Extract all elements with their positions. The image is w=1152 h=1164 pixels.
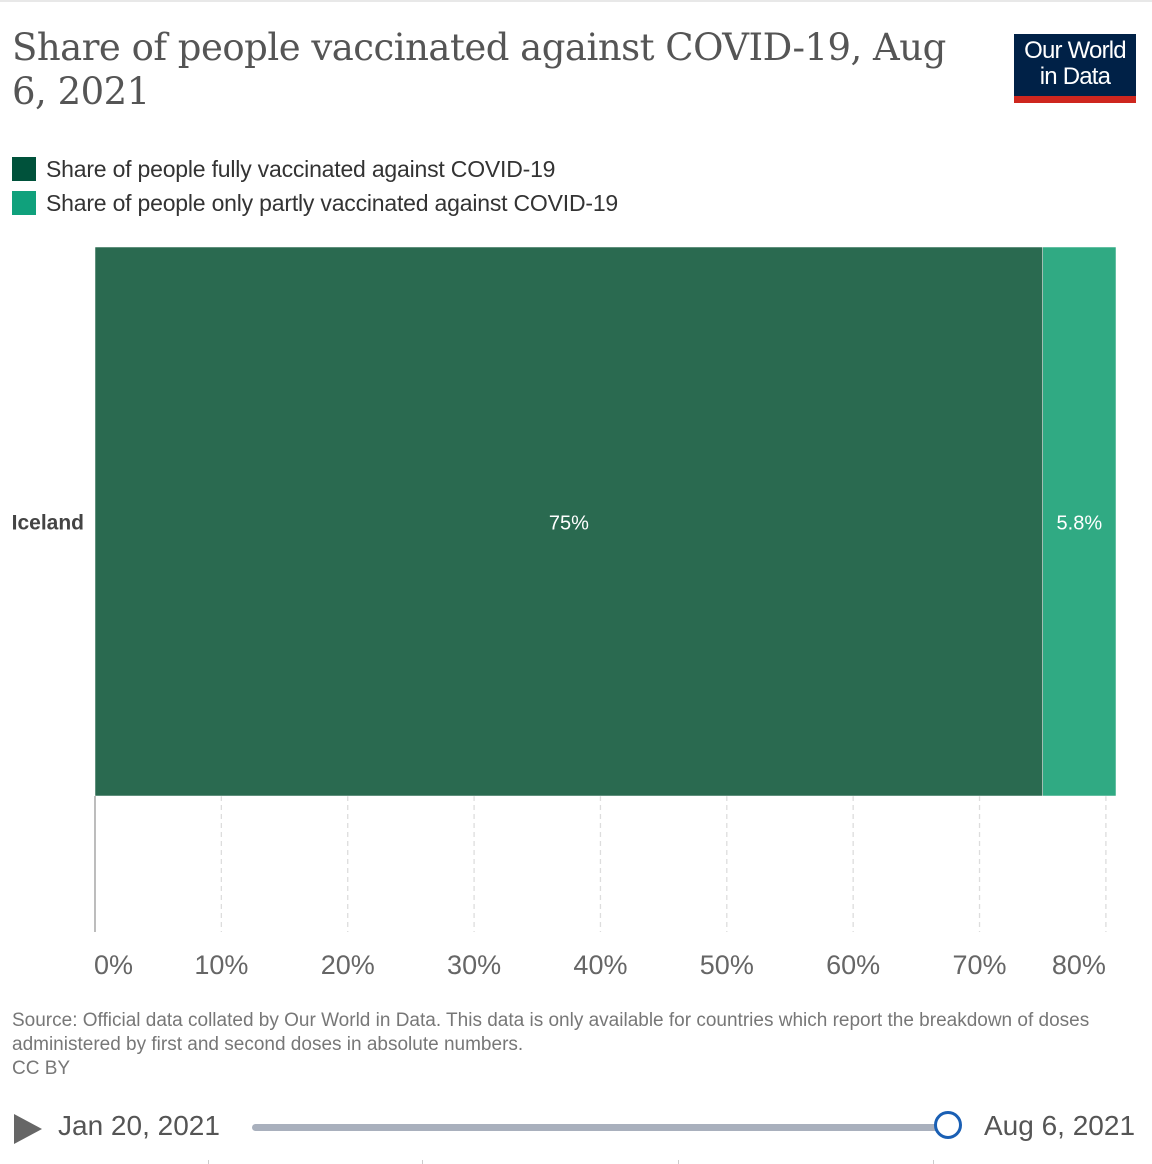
legend-label-fully: Share of people fully vaccinated against…	[46, 155, 556, 182]
data-label: 5.8%	[1057, 513, 1103, 535]
timeline-handle[interactable]	[934, 1111, 962, 1139]
legend-swatch-partly	[12, 191, 36, 215]
logo-line-2: in Data	[1039, 63, 1111, 90]
license-text: CC BY	[12, 1058, 71, 1079]
chart-title: Share of people vaccinated against COVID…	[12, 26, 946, 113]
source-text: Source: Official data collated by Our Wo…	[12, 1010, 1090, 1055]
category-label: Iceland	[12, 512, 84, 535]
bar-segment[interactable]	[94, 246, 1043, 797]
bottom-tick	[208, 1160, 209, 1164]
x-tick-label: 30%	[447, 950, 501, 980]
logo-line-1: Our World	[1024, 37, 1127, 64]
bottom-ticks	[0, 1160, 1152, 1164]
x-tick-label: 20%	[321, 950, 375, 980]
play-icon[interactable]	[14, 1114, 42, 1144]
bottom-tick	[678, 1160, 679, 1164]
timeline-start-label[interactable]: Jan 20, 2021	[58, 1110, 220, 1141]
x-tick-label: 50%	[700, 950, 754, 980]
legend-item-fully[interactable]: Share of people fully vaccinated against…	[12, 152, 618, 186]
owid-logo[interactable]: Our World in Data	[1014, 34, 1136, 103]
timeline-track[interactable]	[252, 1124, 950, 1131]
x-tick-label: 70%	[953, 950, 1007, 980]
legend-label-partly: Share of people only partly vaccinated a…	[46, 189, 618, 216]
bar-segment[interactable]	[1042, 246, 1117, 797]
x-tick-label: 40%	[573, 950, 627, 980]
timeline-end-label[interactable]: Aug 6, 2021	[984, 1110, 1136, 1141]
timeline: Jan 20, 2021 Aug 6, 2021	[0, 1100, 1152, 1164]
data-label: 75%	[549, 513, 589, 535]
legend: Share of people fully vaccinated against…	[12, 152, 618, 220]
legend-item-partly[interactable]: Share of people only partly vaccinated a…	[12, 186, 618, 220]
x-tick-label: 60%	[826, 950, 880, 980]
bar-chart: 75% 5.8% Iceland 0% 10% 20% 30% 40% 50% 60% 70% 80%	[12, 246, 1117, 980]
x-tick-label: 0%	[94, 950, 133, 980]
top-border	[0, 0, 1152, 2]
x-tick-label: 10%	[194, 950, 248, 980]
logo-stripe	[1014, 96, 1136, 103]
bottom-tick	[422, 1160, 423, 1164]
bottom-tick	[933, 1160, 934, 1164]
legend-swatch-fully	[12, 157, 36, 181]
x-tick-label: 80%	[1052, 950, 1106, 980]
source-note: Source: Official data collated by Our Wo…	[12, 1009, 1092, 1081]
